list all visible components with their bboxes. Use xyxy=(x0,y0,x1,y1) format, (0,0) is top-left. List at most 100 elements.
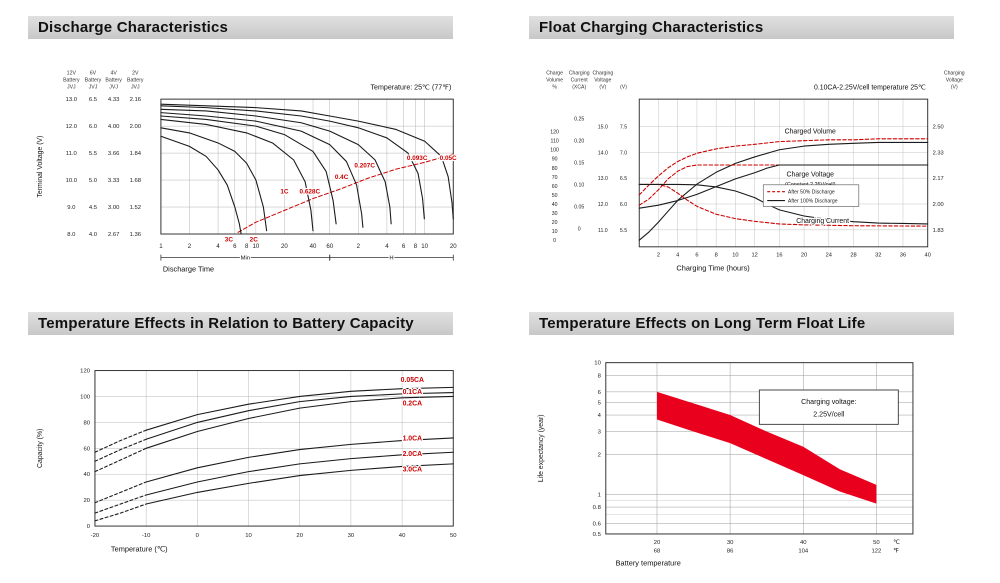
right-axis-header: (V) xyxy=(951,84,958,90)
y-tick-label: 10.0 xyxy=(66,178,78,184)
left-axis-header: Volume xyxy=(546,77,563,83)
y-axis-header: Battery xyxy=(85,77,102,83)
panel-temperature-capacity: Temperature Effects in Relation to Batte… xyxy=(28,312,471,583)
left-axis-header: Charge xyxy=(546,71,563,77)
series-0.05CA-dashed xyxy=(94,430,147,454)
series-label-1C: 1C xyxy=(280,189,289,196)
discharge-title-bar: Discharge Characteristics xyxy=(28,16,454,39)
y-tick-label: 4.0 xyxy=(89,232,98,238)
x-tick-label-fahrenheit: 68 xyxy=(654,549,661,555)
capacity-plot: -20 -10 0 10 20 30 40 50 0 20 40 60 80 100 120 0.05CA 0.… xyxy=(80,369,457,539)
x-tick-label: 40 xyxy=(925,253,931,259)
x-tick-label: 2 xyxy=(188,243,192,250)
y-axis-title: Terminal Voltage (V) xyxy=(37,136,44,198)
x-tick-label: 60 xyxy=(326,243,333,250)
right-axis-header: Voltage xyxy=(946,77,963,83)
series-0.05CA xyxy=(145,387,454,432)
series-charged-volume-100 xyxy=(638,141,929,241)
x-tick-label: 50 xyxy=(450,533,457,539)
y-tick-label: 3.66 xyxy=(108,151,120,157)
y-tick-label: 4.5 xyxy=(89,205,98,211)
series-0.2CA-dashed xyxy=(94,448,147,473)
legend-label: After 100% Discharge xyxy=(788,199,838,205)
series-1C xyxy=(160,118,314,232)
y-tick-label: 2.16 xyxy=(130,97,142,103)
y-tick-label: 1.68 xyxy=(130,178,142,184)
left-tick-label: 80 xyxy=(552,166,558,172)
temperature-capacity-title: Temperature Effects in Relation to Batte… xyxy=(38,315,414,333)
y-tick-label: 20 xyxy=(83,499,90,505)
discharge-title: Discharge Characteristics xyxy=(38,19,229,36)
x-tick-label: 10 xyxy=(252,243,259,250)
x-tick-label: 28 xyxy=(850,253,856,259)
series-1.0CA xyxy=(145,437,454,483)
x-tick-label: 12 xyxy=(751,253,757,259)
x-unit-label: Min xyxy=(241,256,251,262)
x-tick-label: 36 xyxy=(900,253,906,259)
series-3C xyxy=(160,135,242,235)
float-charging-title-bar: Float Charging Characteristics xyxy=(529,16,955,39)
annotation-line: Charging voltage: xyxy=(801,398,857,406)
y-axis-header: 6V xyxy=(90,71,97,77)
panel-float-life: Temperature Effects on Long Term Float L… xyxy=(529,312,972,583)
series-label-3.0CA: 3.0CA xyxy=(403,467,423,474)
y-tick-label: 6 xyxy=(598,390,602,396)
y-axis-header: JVJ xyxy=(109,84,118,90)
series-label-0.4C: 0.4C xyxy=(335,174,349,181)
y-axis-header: 12V xyxy=(67,71,77,77)
left-tick-label: 10 xyxy=(552,229,558,235)
x-tick-label: 6 xyxy=(233,243,237,250)
y-tick-label: 0.6 xyxy=(593,522,602,528)
y-axis-title: Capacity (%) xyxy=(37,429,44,468)
y-tick-label: 5.0 xyxy=(89,178,98,184)
y-tick-label: 12.0 xyxy=(66,124,78,130)
knee-curve xyxy=(237,153,454,233)
left-tick-label: 5.5 xyxy=(620,228,627,234)
left-axis-header: (V) xyxy=(599,84,606,90)
x-tick-label-fahrenheit: 104 xyxy=(798,549,809,555)
x-tick-label: 6 xyxy=(695,253,698,259)
left-axis-header: Voltage xyxy=(594,77,611,83)
left-tick-label: 120 xyxy=(550,130,559,136)
y-tick-label: 0.8 xyxy=(593,505,602,511)
x-tick-label-celsius: 40 xyxy=(800,540,807,546)
y-tick-label: 5.5 xyxy=(89,151,98,157)
y-axis-header: 2V xyxy=(132,71,139,77)
left-tick-label: 0.10 xyxy=(574,182,584,188)
x-tick-label: 20 xyxy=(296,533,303,539)
temperature-capacity-title-bar: Temperature Effects in Relation to Batte… xyxy=(28,312,454,336)
series-0.1CA-dashed xyxy=(94,439,147,463)
x-tick-label-fahrenheit: 122 xyxy=(871,549,881,555)
y-tick-label: 6.0 xyxy=(89,124,98,130)
series-0.4C xyxy=(160,112,364,228)
y-tick-label: 1.52 xyxy=(130,205,141,211)
series-label-0.628C: 0.628C xyxy=(300,189,321,196)
y-tick-label: 2 xyxy=(598,453,601,459)
y-tick-label: 3.00 xyxy=(108,205,120,211)
left-tick-label: 0.20 xyxy=(574,138,584,144)
y-tick-label: 8 xyxy=(598,374,602,380)
x-tick-label: 40 xyxy=(310,243,317,250)
y-tick-label: 3.33 xyxy=(108,178,120,184)
y-tick-label: 10 xyxy=(594,361,601,367)
series-0.207C xyxy=(160,108,392,225)
series-label-3C: 3C xyxy=(225,237,234,244)
x-tick-label: 16 xyxy=(776,253,782,259)
left-tick-label: 0 xyxy=(578,226,581,232)
x-tick-label: 20 xyxy=(801,253,807,259)
plot-border xyxy=(638,98,929,248)
left-tick-label: 60 xyxy=(552,184,558,190)
right-tick-label: 2.50 xyxy=(933,124,944,130)
left-tick-label: 14.0 xyxy=(598,150,608,156)
y-axis-header: JVJ xyxy=(67,84,76,90)
series-label-0.207C: 0.207C xyxy=(354,162,375,169)
series-label-0.05C: 0.05C xyxy=(440,155,457,162)
fahrenheit-unit-label: ℉ xyxy=(893,549,899,555)
x-tick-label: 10 xyxy=(732,253,738,259)
left-axis-header: Current xyxy=(571,77,589,83)
curve-label: Charging Current xyxy=(796,218,849,225)
float-life-title: Temperature Effects on Long Term Float L… xyxy=(539,315,866,333)
left-tick-label: 15.0 xyxy=(598,124,608,130)
legend: After 50% Discharge After 100% Discharge xyxy=(762,184,860,207)
